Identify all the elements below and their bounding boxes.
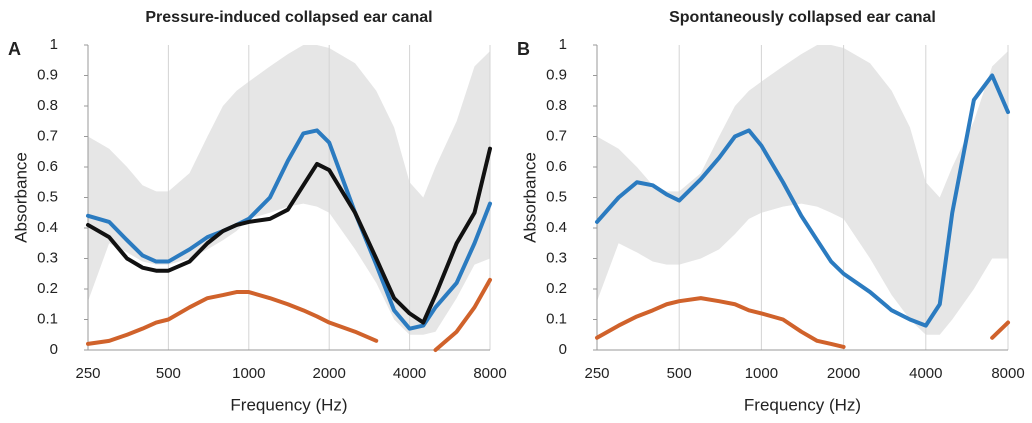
y-tick-label: 0.4 <box>546 219 567 236</box>
y-tick-label: 0.1 <box>37 310 58 327</box>
y-axis-label: Absorbance <box>11 152 30 243</box>
x-tick-label: 8000 <box>991 365 1024 382</box>
x-tick-label: 500 <box>667 365 692 382</box>
x-tick-label: 250 <box>584 365 609 382</box>
range-band <box>88 45 490 335</box>
panel-label: A <box>8 39 21 59</box>
y-tick-label: 0.5 <box>37 188 58 205</box>
y-tick-label: 0.8 <box>37 97 58 114</box>
y-tick-label: 0.3 <box>546 249 567 266</box>
y-tick-label: 0.5 <box>546 188 567 205</box>
y-tick-label: 1 <box>559 36 567 53</box>
x-tick-label: 4000 <box>909 365 942 382</box>
y-tick-label: 0.3 <box>37 249 58 266</box>
x-axis-label: Frequency (Hz) <box>744 395 861 414</box>
y-tick-label: 0.1 <box>546 310 567 327</box>
y-tick-label: 0.6 <box>37 158 58 175</box>
y-tick-label: 1 <box>50 36 58 53</box>
y-tick-label: 0 <box>50 341 58 358</box>
series-line <box>86 146 492 325</box>
x-tick-label: 500 <box>156 365 181 382</box>
y-tick-label: 0.2 <box>37 280 58 297</box>
x-tick-label: 250 <box>75 365 100 382</box>
series-line <box>86 277 492 352</box>
chart-title: Spontaneously collapsed ear canal <box>669 9 936 26</box>
series-line <box>595 73 1010 328</box>
x-tick-label: 1000 <box>232 365 265 382</box>
x-tick-label: 2000 <box>827 365 860 382</box>
x-axis-label: Frequency (Hz) <box>230 395 347 414</box>
y-tick-label: 0.7 <box>37 127 58 144</box>
x-tick-label: 1000 <box>745 365 778 382</box>
y-axis-label: Absorbance <box>520 152 539 243</box>
y-tick-label: 0.2 <box>546 280 567 297</box>
y-tick-label: 0.8 <box>546 97 567 114</box>
y-tick-label: 0 <box>559 341 567 358</box>
x-tick-label: 4000 <box>393 365 426 382</box>
range-band <box>597 45 1008 335</box>
y-tick-label: 0.6 <box>546 158 567 175</box>
series-line <box>86 128 492 331</box>
series-line <box>595 296 1010 349</box>
y-tick-label: 0.4 <box>37 219 58 236</box>
y-tick-label: 0.9 <box>546 66 567 83</box>
x-tick-label: 2000 <box>313 365 346 382</box>
y-tick-label: 0.7 <box>546 127 567 144</box>
x-tick-label: 8000 <box>473 365 506 382</box>
chart-title: Pressure-induced collapsed ear canal <box>145 9 432 26</box>
panel-label: B <box>517 39 530 59</box>
y-tick-label: 0.9 <box>37 66 58 83</box>
